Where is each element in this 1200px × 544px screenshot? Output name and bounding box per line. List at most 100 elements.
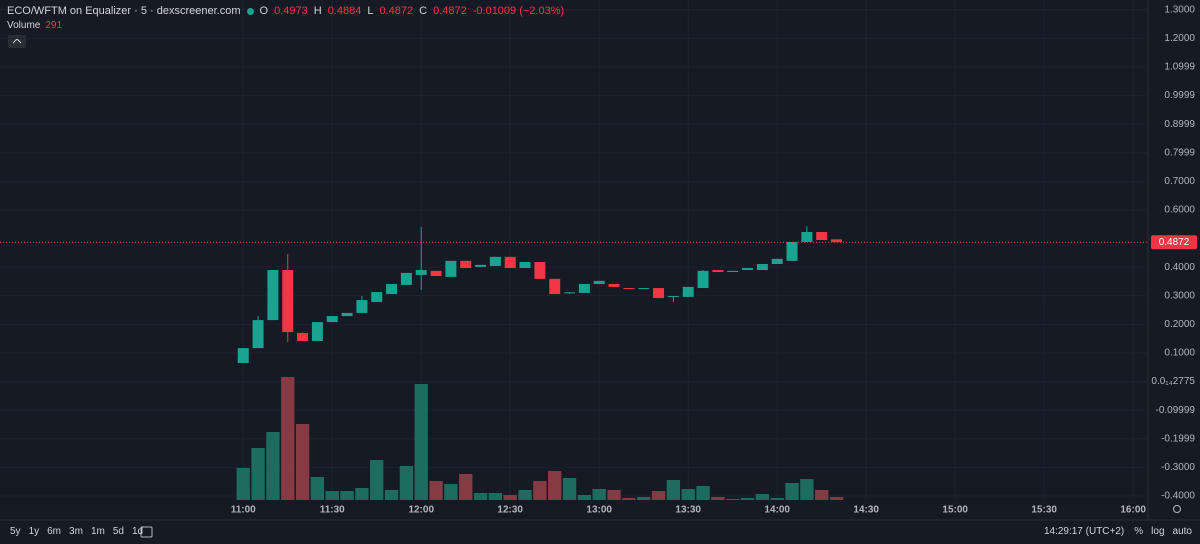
- y-tick-label: 0.3000: [1164, 290, 1195, 301]
- volume-bar: [503, 495, 517, 500]
- candle-body: [786, 241, 798, 261]
- ohlc-label: H: [313, 5, 322, 17]
- y-tick-label: 0.8999: [1164, 119, 1195, 130]
- candle-body: [341, 312, 353, 317]
- candle-body: [727, 270, 739, 273]
- candle-body: [460, 260, 472, 269]
- candle-body: [415, 270, 427, 275]
- candle-body: [371, 292, 383, 303]
- candle-body: [400, 272, 412, 285]
- volume-label: Volume: [7, 20, 41, 31]
- options: % log auto: [1134, 526, 1192, 537]
- range-button[interactable]: 5d: [112, 526, 124, 537]
- volume-bar: [622, 498, 636, 500]
- range-button[interactable]: 5y: [10, 526, 21, 537]
- last-price-badge: [1151, 235, 1197, 250]
- x-tick-label: 15:00: [942, 505, 968, 516]
- x-tick-label: 14:30: [853, 505, 879, 516]
- volume-bar: [637, 497, 651, 500]
- candle-body: [697, 270, 709, 289]
- y-tick-label: -0.4000: [1161, 491, 1195, 502]
- range-button[interactable]: 1d: [131, 526, 144, 537]
- candle-body: [282, 270, 294, 333]
- candle-body: [831, 239, 843, 243]
- candle-body: [712, 270, 724, 273]
- y-tick-label: -0.1999: [1161, 433, 1195, 444]
- x-tick-label: 15:30: [1031, 505, 1057, 516]
- option-button[interactable]: log: [1151, 526, 1165, 537]
- volume-bar: [696, 486, 710, 500]
- y-tick-label: 0.4000: [1164, 262, 1195, 273]
- settings-icon[interactable]: [1173, 505, 1181, 513]
- option-button[interactable]: %: [1134, 526, 1144, 537]
- x-tick-label: 11:00: [231, 505, 256, 516]
- volume-bar: [251, 448, 265, 500]
- volume-value: 291: [45, 20, 63, 31]
- volume-bar: [355, 488, 369, 500]
- y-tick-label: -0.09999: [1156, 405, 1196, 416]
- volume-bar: [829, 497, 844, 500]
- volume-bar: [711, 497, 725, 500]
- candle-body: [578, 284, 590, 293]
- candle-body: [252, 320, 264, 349]
- y-tick-label: 0.1000: [1164, 348, 1195, 359]
- status-dot: [246, 7, 254, 15]
- candle-body: [534, 262, 546, 279]
- volume-bar: [651, 491, 666, 500]
- ohlc-value: 0.4973: [274, 5, 308, 17]
- candle-body: [742, 268, 754, 271]
- y-tick-label: 0.7999: [1164, 147, 1195, 158]
- volume-bar: [800, 479, 814, 500]
- candle-body: [489, 256, 501, 267]
- candle-body: [504, 256, 516, 269]
- volume-bar: [815, 490, 829, 500]
- candle-body: [756, 264, 768, 271]
- candle-body: [564, 292, 576, 294]
- symbol: ECO/WFTM on Equalizer · 5 · dexscreener.…: [7, 5, 241, 17]
- volume-bar: [740, 498, 755, 500]
- toolbar-right: 14:29:17 (UTC+2) % log auto: [1044, 526, 1192, 537]
- candle-body: [445, 260, 457, 277]
- volume-bar: [548, 471, 562, 500]
- volume-bar: [533, 481, 547, 500]
- volume-bar: [785, 483, 799, 500]
- ohlc: O 0.4973 H 0.4884 L 0.4872 C 0.4872: [260, 5, 467, 17]
- volume-bar: [340, 491, 354, 500]
- collapse-icon: [12, 38, 22, 44]
- volume-bar: [488, 493, 503, 500]
- candle-body: [356, 300, 368, 313]
- candle-body: [801, 231, 813, 242]
- y-tick-label: 1.0999: [1164, 62, 1195, 73]
- x-tick-label: 14:00: [764, 505, 790, 516]
- candle-body: [653, 288, 665, 299]
- volume-bar: [592, 489, 606, 500]
- volume-bar: [429, 481, 443, 500]
- volume-bar: [295, 424, 310, 500]
- candle-body: [771, 258, 783, 265]
- volume-bar: [444, 484, 458, 500]
- volume-bar: [562, 478, 577, 500]
- volume-bar: [681, 489, 695, 500]
- option-button[interactable]: auto: [1172, 526, 1192, 537]
- y-tick-label: 0.2000: [1164, 319, 1195, 330]
- y-tick-label: 1.3000: [1164, 4, 1195, 15]
- candle-body: [682, 286, 694, 297]
- x-tick-label: 13:00: [586, 505, 612, 516]
- candle-body: [386, 284, 398, 295]
- calendar-icon[interactable]: [140, 526, 153, 538]
- x-tick-label: 12:30: [497, 505, 523, 516]
- clock: 14:29:17 (UTC+2): [1043, 526, 1125, 537]
- candle-body: [475, 264, 487, 267]
- candle-body: [816, 231, 828, 240]
- volume-bar: [755, 494, 770, 500]
- range-button[interactable]: 6m: [47, 526, 62, 537]
- collapse-button[interactable]: [8, 35, 26, 48]
- volume-bar: [726, 499, 740, 500]
- volume-bar: [310, 477, 325, 500]
- range-button[interactable]: 1m: [90, 526, 105, 537]
- x-tick-label: 16:00: [1120, 505, 1146, 516]
- range-button[interactable]: 1y: [28, 526, 40, 537]
- range-button[interactable]: 3m: [69, 526, 83, 537]
